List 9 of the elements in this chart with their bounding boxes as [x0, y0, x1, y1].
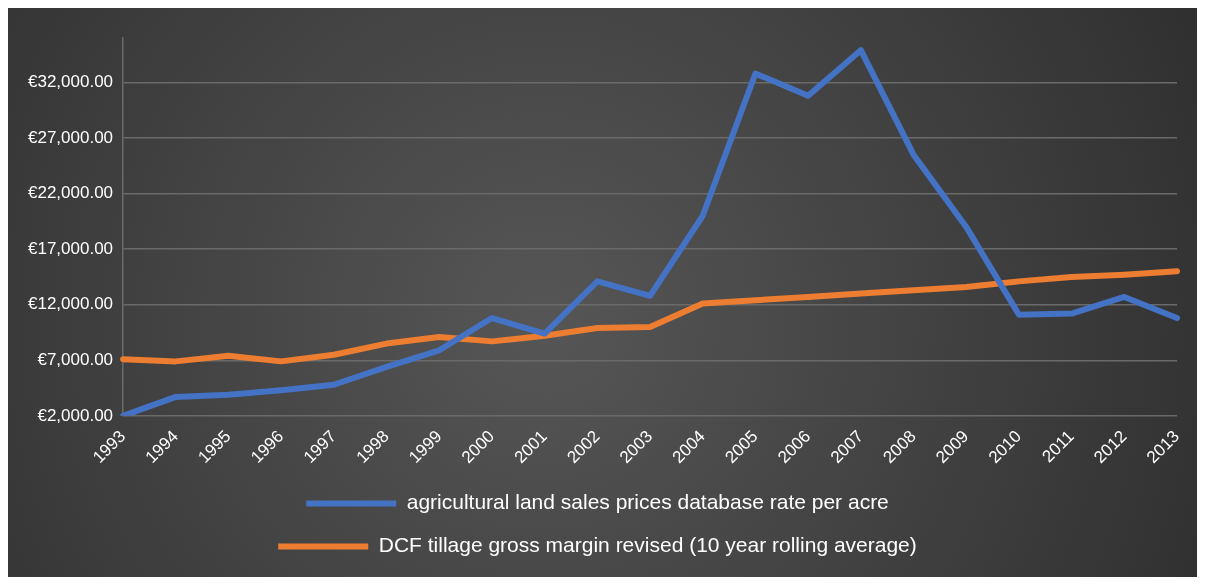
y-tick-label: €17,000.00 — [27, 238, 114, 258]
y-tick-label: €22,000.00 — [27, 183, 114, 203]
legend-label: agricultural land sales prices database rate per acre — [406, 490, 889, 514]
legend-label: DCF tillage gross margin revised (10 year rolling average) — [378, 533, 917, 557]
y-tick-label: €2,000.00 — [37, 405, 114, 425]
y-tick-label: €12,000.00 — [27, 294, 114, 314]
y-tick-label: €7,000.00 — [37, 349, 114, 369]
y-tick-label: €32,000.00 — [27, 72, 114, 92]
y-tick-label: €27,000.00 — [27, 127, 114, 147]
